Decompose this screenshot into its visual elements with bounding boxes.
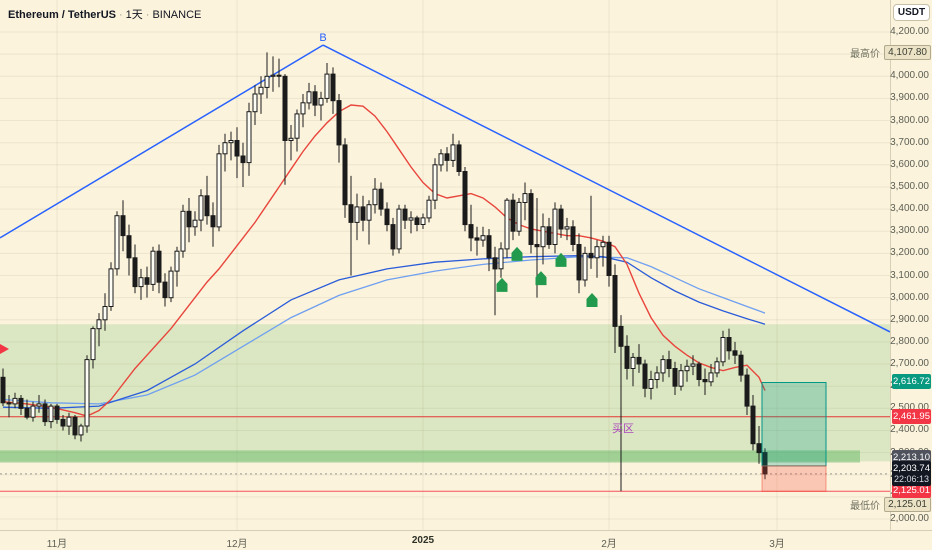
long-position-tool [761, 382, 827, 492]
price-tick-label: 3,900.00 [890, 92, 929, 103]
last-price-countdown-badge: 2,203.74 22:06:13 [892, 461, 931, 486]
price-tick-label: 4,200.00 [890, 26, 929, 37]
time-axis[interactable]: 11月 12月 2025 2月 3月 [0, 530, 932, 550]
buy-signal-marker [555, 252, 567, 267]
separator-dot: · [145, 9, 150, 21]
time-tick-label[interactable]: 3月 [769, 539, 785, 550]
chart-label: B [319, 32, 326, 44]
symbol-title: Ethereum / TetherUS · 1天 · BINANCE [8, 6, 201, 22]
time-tick-label[interactable]: 2025 [411, 535, 435, 546]
buy-signal-marker [586, 293, 598, 307]
symbol-name[interactable]: Ethereum / TetherUS [8, 9, 116, 21]
buy-band [0, 450, 860, 463]
buy-signal-marker [535, 271, 547, 286]
price-tick-label: 2,500.00 [890, 402, 929, 413]
price-badge: 2,616.72 [892, 374, 931, 389]
separator-dot: · [119, 9, 123, 21]
exchange-name: BINANCE [152, 9, 202, 21]
ma-line-blue-2 [2, 256, 766, 405]
candlestick-chart: B 买区 [0, 0, 890, 530]
range-price-label: 最高价 4,107.80 [850, 45, 931, 60]
price-tick-label: 4,000.00 [890, 70, 929, 81]
buy-signal-marker [496, 277, 508, 292]
price-tick-label: 3,300.00 [890, 225, 929, 236]
price-tick-label: 2,700.00 [890, 358, 929, 369]
buy-signal-marker [511, 246, 523, 261]
price-tick-label: 3,600.00 [890, 159, 929, 170]
ma-line-blue-1 [2, 254, 766, 409]
interval-selector[interactable]: 1天 [125, 9, 143, 21]
price-tick-label: 2,400.00 [890, 424, 929, 435]
time-tick-label[interactable]: 2月 [601, 539, 617, 550]
price-tick-label: 3,700.00 [890, 137, 929, 148]
demand-zone [0, 324, 890, 462]
price-axis[interactable]: USDT 2,000.002,100.002,200.002,300.002,4… [850, 0, 932, 530]
price-tick-label: 2,900.00 [890, 314, 929, 325]
price-tick-label: 3,500.00 [890, 181, 929, 192]
price-tick-label: 3,800.00 [890, 115, 929, 126]
time-tick-label[interactable]: 11月 [46, 539, 68, 550]
time-tick-label[interactable]: 12月 [226, 539, 248, 550]
price-tick-label: 2,800.00 [890, 336, 929, 347]
range-price-label: 最低价 2,125.01 [850, 497, 931, 512]
gridlines [0, 0, 890, 530]
price-tick-label: 3,200.00 [890, 247, 929, 258]
price-tick-label: 3,000.00 [890, 292, 929, 303]
price-tick-label: 2,000.00 [890, 513, 929, 524]
price-tick-label: 3,400.00 [890, 203, 929, 214]
bar-countdown: 22:06:13 [893, 474, 930, 484]
alert-flag-icon[interactable] [0, 344, 9, 354]
price-tick-label: 3,100.00 [890, 270, 929, 281]
candles [0, 52, 768, 492]
chart-pane[interactable]: B 买区 Ethereum / TetherUS · 1天 · BINANCE [0, 0, 890, 530]
price-badge: 2,125.01 [892, 483, 931, 498]
currency-toggle-button[interactable]: USDT [893, 4, 930, 21]
ma-line-red [2, 104, 766, 417]
price-badge: 2,461.95 [892, 409, 931, 424]
trendline [322, 44, 890, 333]
chart-label: 买区 [612, 422, 634, 435]
